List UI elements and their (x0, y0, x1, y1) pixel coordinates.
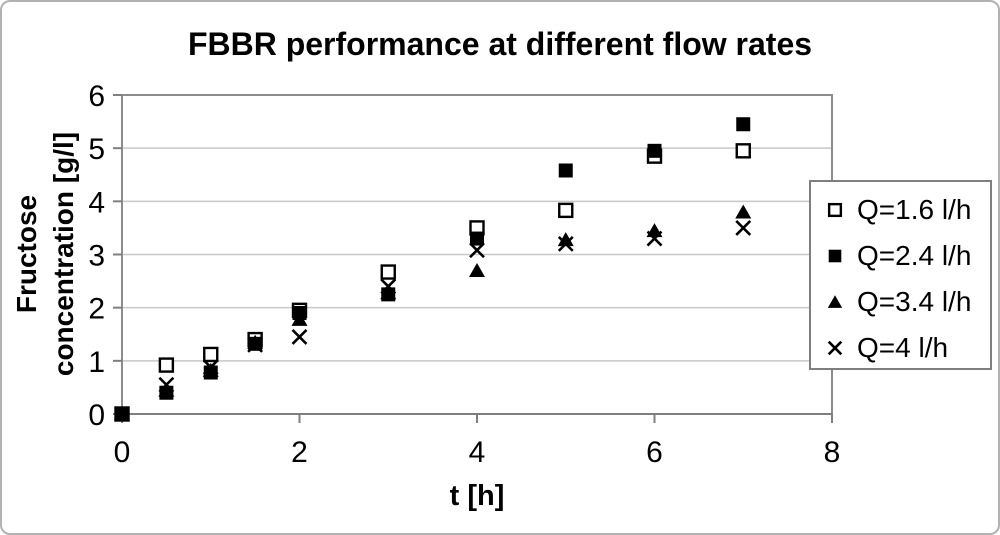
legend-item-q4: Q=4 l/h (822, 325, 990, 371)
legend-label: Q=3.4 l/h (857, 286, 972, 317)
x-tick-label: 6 (646, 436, 663, 469)
legend-label: Q=1.6 l/h (857, 194, 972, 225)
filled-square-marker-icon (828, 249, 842, 263)
x-tick-label: 0 (114, 436, 131, 469)
legend-label: Q=4 l/h (857, 332, 949, 363)
chart-title: FBBR performance at different flow rates (187, 26, 813, 62)
y-tick-label: 0 (88, 399, 105, 432)
x-tick-label: 2 (291, 436, 308, 469)
filled-triangle-marker-icon (827, 295, 843, 308)
y-tick-label: 2 (88, 293, 105, 326)
open-square-marker-icon (827, 202, 843, 218)
y-tick-label: 5 (88, 133, 105, 166)
legend-item-q3-4: Q=3.4 l/h (822, 279, 990, 325)
y-tick-label: 6 (88, 80, 105, 113)
x-axis-title: t [h] (449, 480, 505, 512)
x-tick-label: 4 (469, 436, 486, 469)
x-tick-label: 8 (824, 436, 841, 469)
legend-label: Q=2.4 l/h (857, 240, 972, 271)
y-tick-label: 3 (88, 240, 105, 273)
legend-item-q1-6: Q=1.6 l/h (822, 187, 990, 233)
legend: Q=1.6 l/h Q=2.4 l/h Q=3.4 l/h Q=4 l/h (809, 180, 992, 370)
legend-item-q2-4: Q=2.4 l/h (822, 233, 990, 279)
y-tick-label: 1 (88, 346, 105, 379)
y-tick-label: 4 (88, 186, 105, 219)
x-marker-icon (827, 340, 843, 356)
